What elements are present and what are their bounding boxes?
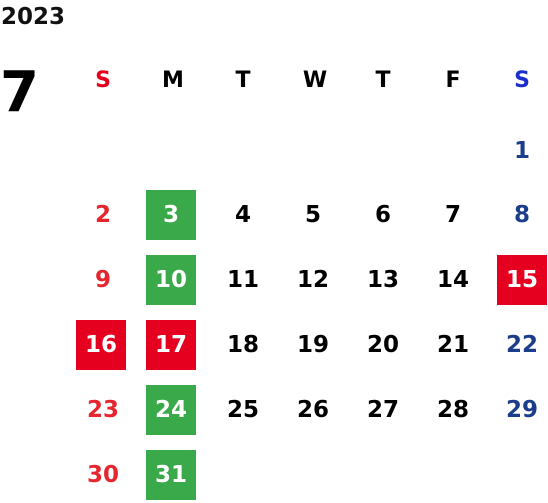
day-cell[interactable]: 28 <box>436 397 469 423</box>
day-cell-holiday[interactable]: 31 <box>146 450 196 500</box>
day-cell[interactable]: 11 <box>226 267 259 293</box>
day-cell[interactable]: 12 <box>296 267 329 293</box>
day-cell[interactable]: 1 <box>513 138 530 164</box>
weekday-thu: T <box>375 68 391 93</box>
day-cell[interactable]: 4 <box>234 202 251 228</box>
day-cell[interactable]: 5 <box>304 202 321 228</box>
day-cell[interactable]: 20 <box>366 332 399 358</box>
weekday-sun: S <box>95 68 111 93</box>
weekday-fri: F <box>445 68 461 93</box>
day-cell[interactable]: 7 <box>444 202 461 228</box>
day-cell[interactable]: 23 <box>86 397 119 423</box>
day-cell-holiday[interactable]: 3 <box>146 190 196 240</box>
weekday-tue: T <box>235 68 251 93</box>
weekday-mon: M <box>162 68 184 93</box>
day-cell[interactable]: 19 <box>296 332 329 358</box>
day-cell-holiday[interactable]: 10 <box>146 255 196 305</box>
day-cell[interactable]: 25 <box>226 397 259 423</box>
weekday-sat: S <box>514 68 530 93</box>
day-cell[interactable]: 13 <box>366 267 399 293</box>
day-cell-holiday[interactable]: 16 <box>76 320 126 370</box>
day-cell[interactable]: 18 <box>226 332 259 358</box>
day-cell[interactable]: 27 <box>366 397 399 423</box>
weekday-wed: W <box>302 68 328 93</box>
day-cell-holiday[interactable]: 24 <box>146 385 196 435</box>
day-cell[interactable]: 30 <box>86 462 119 488</box>
day-cell[interactable]: 14 <box>436 267 469 293</box>
day-cell-holiday[interactable]: 17 <box>146 320 196 370</box>
day-cell[interactable]: 6 <box>374 202 391 228</box>
month-label: 7 <box>0 60 39 125</box>
day-cell[interactable]: 8 <box>513 202 530 228</box>
day-cell[interactable]: 22 <box>505 332 538 358</box>
day-cell[interactable]: 9 <box>94 267 111 293</box>
year-label: 2023 <box>1 4 66 30</box>
day-cell[interactable]: 29 <box>505 397 538 423</box>
day-cell[interactable]: 2 <box>94 202 111 228</box>
day-cell[interactable]: 21 <box>436 332 469 358</box>
day-cell-holiday[interactable]: 15 <box>497 255 547 305</box>
day-cell[interactable]: 26 <box>296 397 329 423</box>
